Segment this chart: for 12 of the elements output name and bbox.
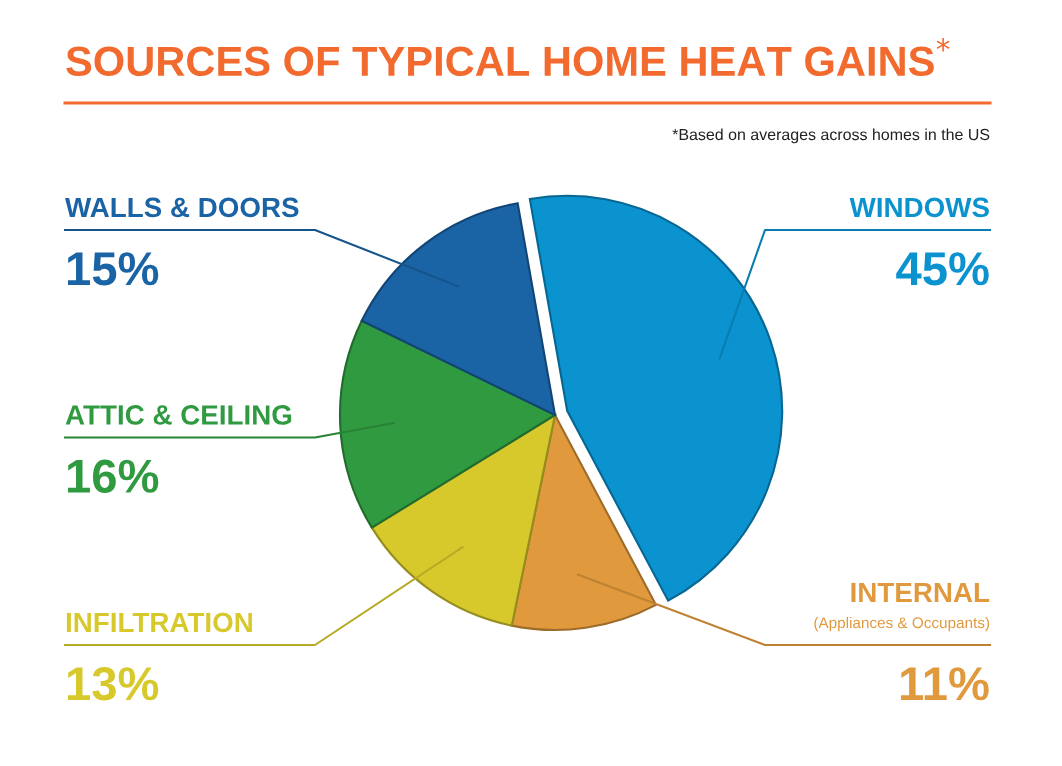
- slice-label: ATTIC & CEILING: [65, 405, 292, 425]
- slice-label: INTERNAL (Appliances & Occupants): [814, 582, 990, 632]
- slice-label: WALLS & DOORS: [65, 197, 299, 218]
- data-label: 13%: [67, 667, 159, 701]
- data-label: 16%: [67, 459, 159, 493]
- slice-label: WINDOWS: [849, 197, 989, 218]
- chart-subtitle: *Based on averages across homes in the US: [672, 128, 990, 144]
- data-label: 45%: [896, 252, 989, 286]
- data-label: 11%: [901, 667, 989, 701]
- chart-title: SOURCES OF TYPICAL HOME HEAT GAINS$^{*}$: [66, 38, 950, 77]
- data-label: 15%: [67, 252, 159, 286]
- slice-label: INFILTRATION: [66, 612, 252, 633]
